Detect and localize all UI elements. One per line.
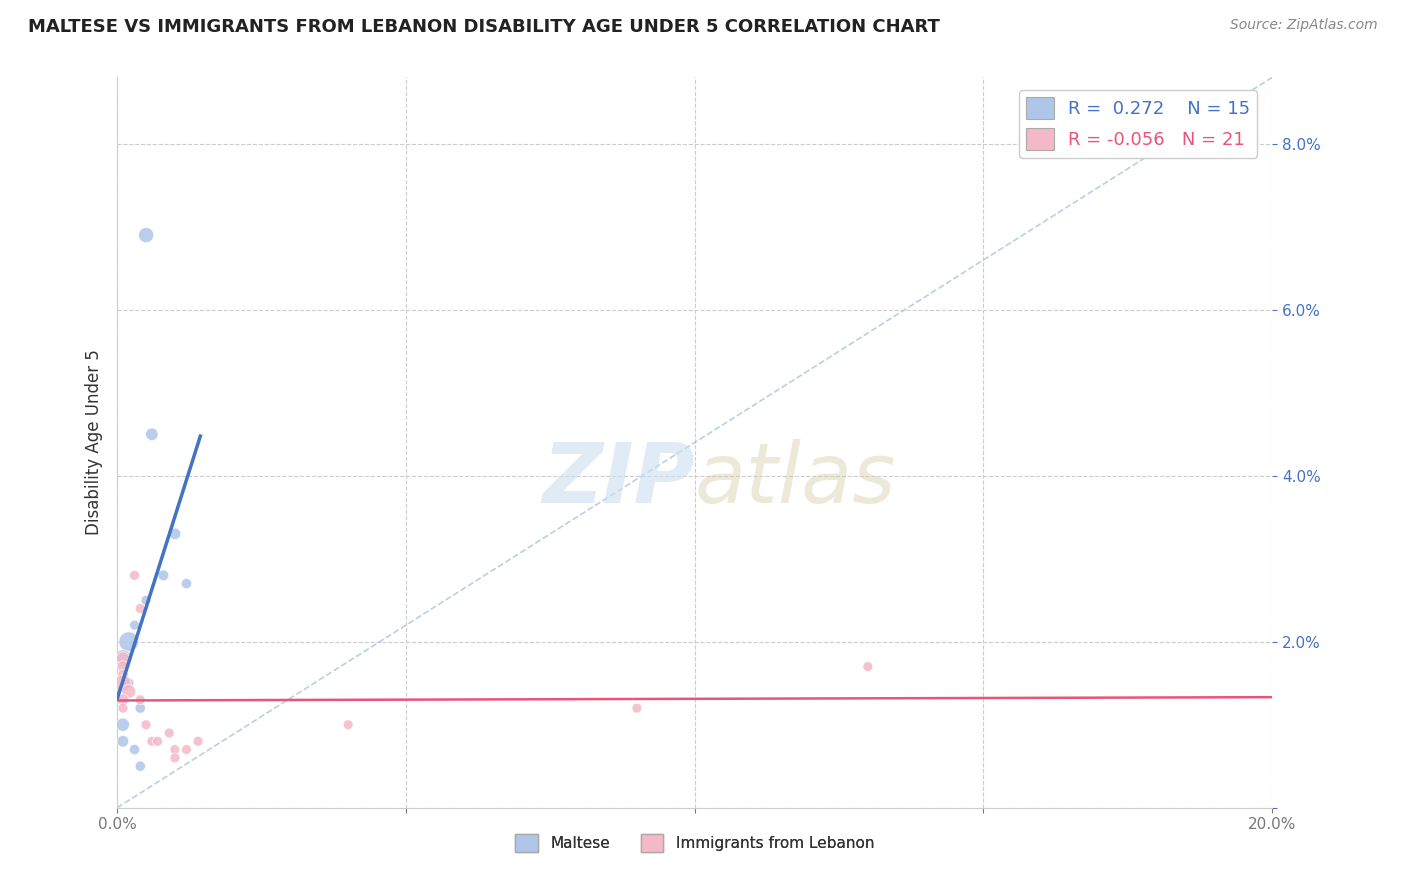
Point <box>135 717 157 731</box>
Point <box>118 684 141 698</box>
Point <box>163 526 186 541</box>
Point <box>141 734 163 748</box>
Text: Source: ZipAtlas.com: Source: ZipAtlas.com <box>1230 18 1378 32</box>
Point <box>111 693 134 707</box>
Point <box>129 601 152 615</box>
Y-axis label: Disability Age Under 5: Disability Age Under 5 <box>86 350 103 535</box>
Point <box>176 576 198 591</box>
Point <box>111 676 134 690</box>
Point <box>111 734 134 748</box>
Point <box>146 734 169 748</box>
Point <box>141 427 163 442</box>
Point <box>157 726 180 740</box>
Point <box>135 228 157 243</box>
Text: atlas: atlas <box>695 439 896 519</box>
Point <box>129 693 152 707</box>
Point <box>176 742 198 756</box>
Point <box>124 568 146 582</box>
Point <box>856 659 879 673</box>
Point <box>111 668 134 682</box>
Point <box>129 701 152 715</box>
Point <box>124 618 146 632</box>
Point <box>111 701 134 715</box>
Point <box>124 742 146 756</box>
Text: ZIP: ZIP <box>543 439 695 519</box>
Point <box>163 742 186 756</box>
Point <box>337 717 360 731</box>
Point <box>187 734 209 748</box>
Point <box>152 568 174 582</box>
Point <box>111 717 134 731</box>
Point <box>111 651 134 665</box>
Point <box>135 593 157 607</box>
Point <box>111 651 134 665</box>
Point <box>626 701 648 715</box>
Point <box>118 676 141 690</box>
Point <box>129 759 152 773</box>
Point <box>111 659 134 673</box>
Point <box>118 634 141 648</box>
Point <box>163 751 186 765</box>
Text: MALTESE VS IMMIGRANTS FROM LEBANON DISABILITY AGE UNDER 5 CORRELATION CHART: MALTESE VS IMMIGRANTS FROM LEBANON DISAB… <box>28 18 941 36</box>
Legend: Maltese, Immigrants from Lebanon: Maltese, Immigrants from Lebanon <box>509 828 880 858</box>
